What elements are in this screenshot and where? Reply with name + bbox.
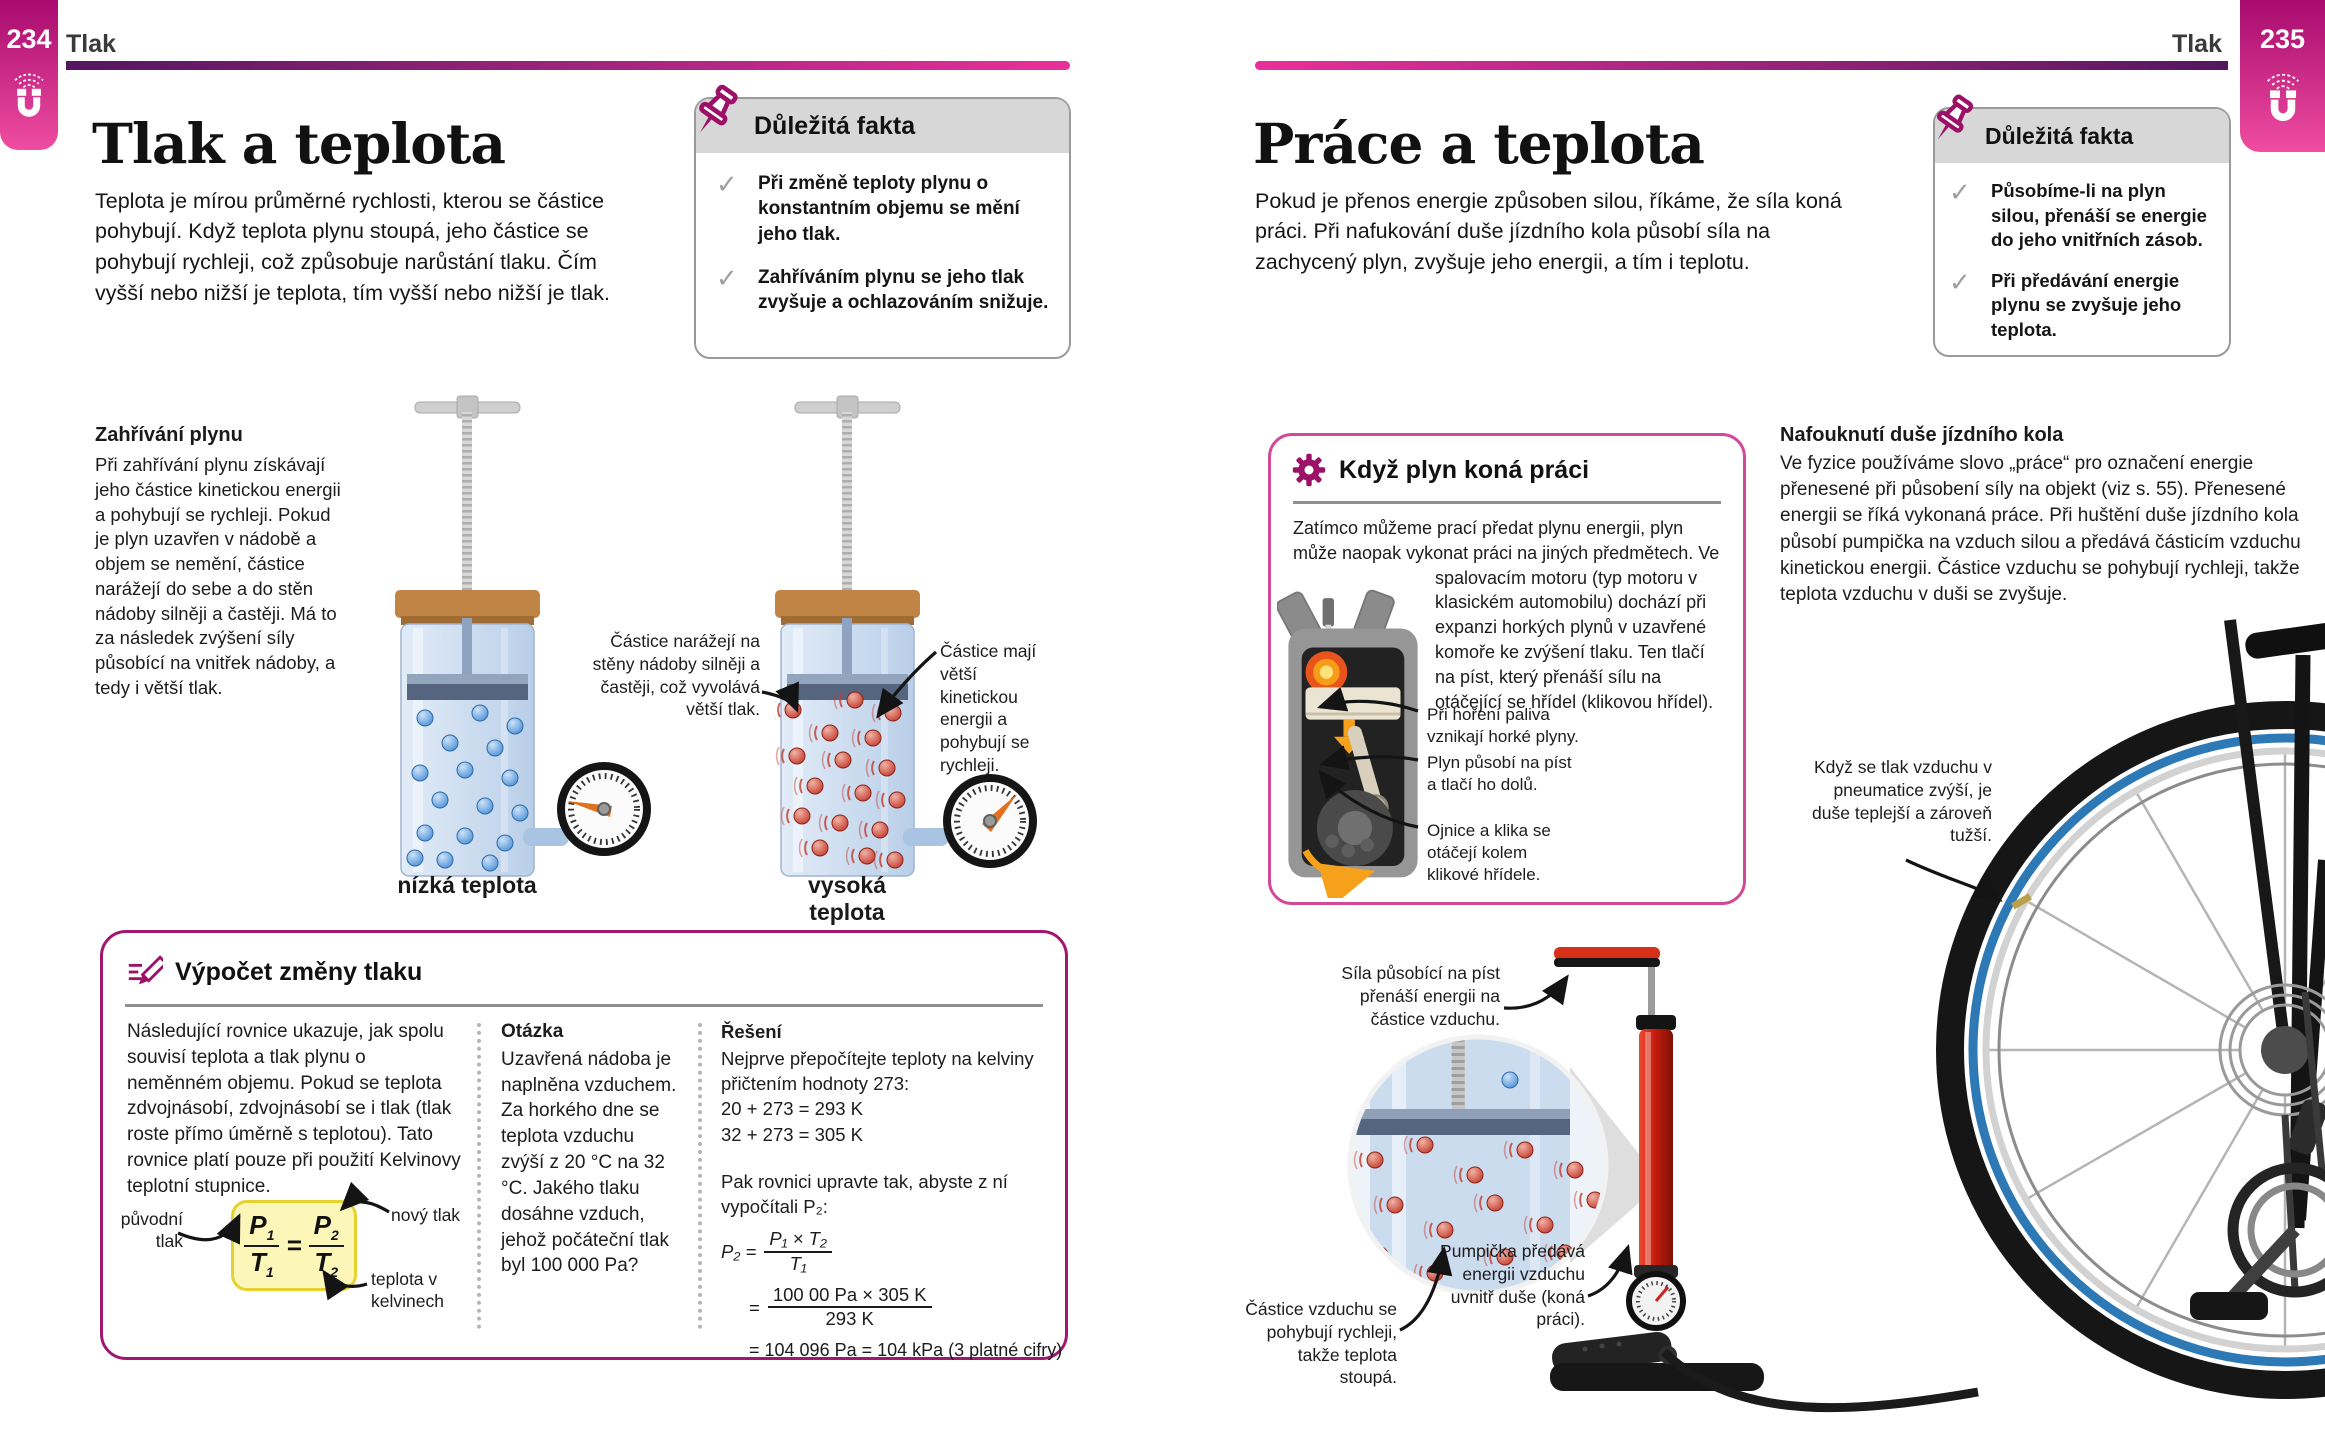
check-icon: ✓ bbox=[1949, 177, 1971, 207]
solution-column: Řešení Nejprve přepočítejte teploty na k… bbox=[721, 1019, 1063, 1362]
inflation-heading: Nafouknutí duše jízdního kola bbox=[1780, 424, 2064, 446]
page-title-left: Tlak a teplota bbox=[92, 110, 506, 176]
callout-pump: Pumpička předává energii vzduchu uvnitř … bbox=[1440, 1241, 1585, 1330]
solution-rearrange: Pak rovnici upravte tak, abyste z ní vyp… bbox=[721, 1170, 1008, 1217]
solution-conversion: 32 + 273 = 305 K bbox=[721, 1123, 863, 1145]
magnet-icon bbox=[14, 73, 44, 117]
fact-text: Působíme-li na plyn silou, přenáší se en… bbox=[1991, 180, 2207, 251]
gear-icon bbox=[1292, 453, 1326, 487]
divider bbox=[1293, 501, 1721, 504]
fact-text: Při předávání energie plynu se zvyšuje j… bbox=[1991, 269, 2182, 340]
divider bbox=[125, 1004, 1043, 1007]
eq-label-original-pressure: původní tlak bbox=[120, 1209, 183, 1251]
engine-piston-illustration bbox=[1277, 589, 1418, 898]
solution-equation-1: P₂ = P₁ × T₂ T₁ bbox=[721, 1228, 1053, 1274]
check-icon: ✓ bbox=[716, 169, 738, 199]
pushpin-icon bbox=[699, 84, 738, 133]
eq-label-kelvin: teplota v kelvinech bbox=[371, 1269, 444, 1311]
syringe-cold-illustration bbox=[395, 395, 569, 877]
solution-intro: Nejprve přepočítejte teploty na kelviny … bbox=[721, 1048, 1034, 1095]
solution-title: Řešení bbox=[721, 1021, 782, 1042]
fact-item: ✓ Působíme-li na plyn silou, přenáší se … bbox=[1949, 179, 2219, 253]
facts-box-right: Důležitá fakta ✓ Působíme-li na plyn sil… bbox=[1933, 94, 2231, 357]
heating-paragraph: Zahřívání plynu Při zahřívání plynu získ… bbox=[95, 424, 347, 701]
page-tab-left: 234 bbox=[0, 0, 58, 150]
pencil-icon bbox=[128, 955, 163, 985]
calc-intro: Následující rovnice ukazuje, jak spolu s… bbox=[127, 1021, 461, 1197]
check-icon: ✓ bbox=[1949, 266, 1971, 297]
inflation-paragraph: Nafouknutí duše jízdního kola Ve fyzice … bbox=[1780, 424, 2325, 608]
page-tab-right: 235 bbox=[2240, 0, 2325, 152]
calc-box: Výpočet změny tlaku Následující rovnice … bbox=[100, 930, 1068, 1360]
callout-force: Síla působící na píst přenáší energii na… bbox=[1341, 963, 1500, 1029]
question-column: Otázka Uzavřená nádoba je naplněna vzduc… bbox=[501, 1019, 677, 1279]
work-title: Když plyn koná práci bbox=[1339, 455, 1590, 484]
pressure-gauge-low bbox=[557, 762, 651, 856]
facts-box-left: Důležitá fakta ✓ Při změně teploty plynu… bbox=[694, 84, 1071, 359]
section-title-right: Tlak bbox=[2171, 30, 2222, 58]
work-box: Když plyn koná práci Zatímco můžeme prac… bbox=[1268, 433, 1746, 905]
work-body: Zatímco můžeme prací předat plynu energi… bbox=[1293, 518, 1720, 712]
engine-label-2: Plyn působí na píst a tlačí ho dolů. bbox=[1427, 753, 1572, 795]
page-number-right: 235 bbox=[2259, 24, 2306, 54]
fact-text: Zahříváním plynu se jeho tlak zvyšuje a … bbox=[758, 266, 1049, 314]
label-hot: vysoká teplota bbox=[807, 872, 886, 925]
page-number-left: 234 bbox=[6, 24, 52, 54]
section-rule-left bbox=[66, 61, 1070, 70]
engine-label-1: Při hoření paliva vznikají horké plyny. bbox=[1427, 705, 1579, 747]
equation-box: P1 T1 = P2 T2 bbox=[231, 1200, 357, 1291]
inflation-body: Ve fyzice používáme slovo „práce“ pro oz… bbox=[1780, 453, 2301, 606]
heating-heading: Zahřívání plynu bbox=[95, 424, 243, 446]
section-rule-right bbox=[1255, 61, 2228, 70]
facts-title: Důležitá fakta bbox=[1935, 109, 2229, 163]
callout-energy: Částice mají větší kinetickou energii a … bbox=[940, 641, 1037, 775]
callout-tire: Když se tlak vzduchu v pneumatice zvýší,… bbox=[1812, 757, 1992, 846]
heating-body: Při zahřívání plynu získávají jeho části… bbox=[95, 454, 341, 699]
pressure-gauge-high bbox=[943, 774, 1037, 868]
solution-equation-2: = 100 00 Pa × 305 K 293 K bbox=[749, 1284, 1053, 1330]
fact-item: ✓ Při změně teploty plynu o konstantním … bbox=[716, 171, 1053, 247]
solution-conversion: 20 + 273 = 293 K bbox=[721, 1098, 863, 1120]
fact-text: Při změně teploty plynu o konstantním ob… bbox=[758, 173, 1020, 245]
fact-item: ✓ Zahříváním plynu se jeho tlak zvyšuje … bbox=[716, 265, 1053, 316]
pushpin-icon bbox=[1936, 94, 1974, 140]
label-cold: nízká teplota bbox=[397, 872, 537, 898]
check-icon: ✓ bbox=[716, 262, 738, 293]
page-title-right: Práce a teplota bbox=[1253, 110, 1705, 176]
fact-item: ✓ Při předávání energie plynu se zvyšuje… bbox=[1949, 269, 2219, 343]
engine-label-3: Ojnice a klika se otáčejí kolem klikové … bbox=[1427, 821, 1551, 885]
solution-result: = 104 096 Pa = 104 kPa (3 platné cifry) bbox=[749, 1339, 1063, 1360]
question-body: Uzavřená nádoba je naplněna vzduchem. Za… bbox=[501, 1048, 677, 1277]
callout-particles: Částice vzduchu se pohybují rychleji, ta… bbox=[1245, 1299, 1397, 1388]
intro-left: Teplota je mírou průměrné rychlosti, kte… bbox=[95, 188, 611, 305]
question-title: Otázka bbox=[501, 1021, 564, 1042]
work-body-wrap: Zatímco můžeme prací předat plynu energi… bbox=[1271, 504, 1743, 715]
bicycle-illustration bbox=[1936, 619, 2325, 1399]
floor-pump-illustration bbox=[1550, 947, 1764, 1391]
intro-right: Pokud je přenos energie způsoben silou, … bbox=[1255, 188, 1842, 274]
dotted-divider bbox=[477, 1023, 481, 1329]
calc-title: Výpočet změny tlaku bbox=[175, 957, 423, 986]
callout-walls: Částice narážejí na stěny nádoby silněji… bbox=[592, 631, 760, 720]
eq-label-new-pressure: nový tlak bbox=[391, 1205, 461, 1225]
magnet-icon bbox=[2266, 73, 2299, 121]
section-title-left: Tlak bbox=[66, 30, 117, 58]
facts-title: Důležitá fakta bbox=[696, 99, 1069, 153]
dotted-divider bbox=[698, 1023, 702, 1329]
